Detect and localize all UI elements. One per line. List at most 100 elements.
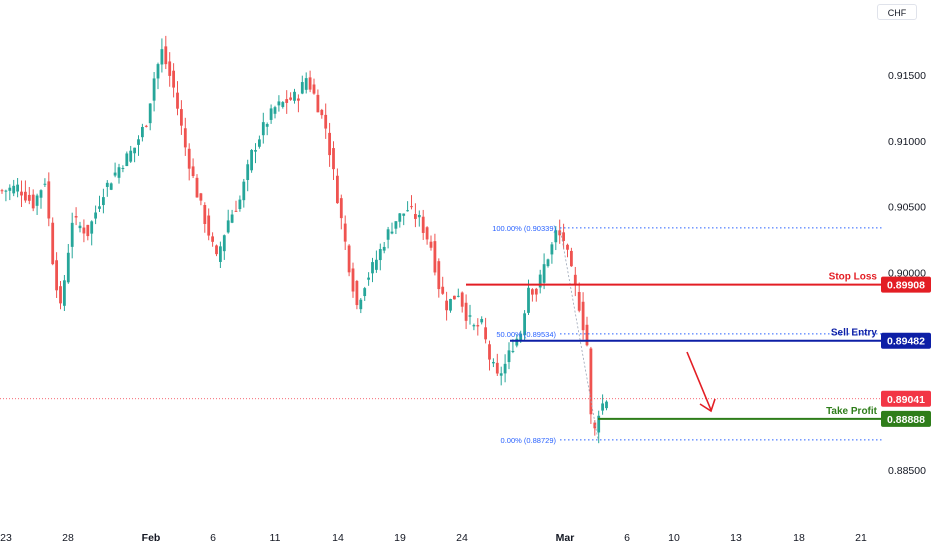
price-tick-label: 0.90000 <box>888 268 926 280</box>
candle-body <box>367 277 370 280</box>
time-tick-label: 21 <box>855 532 867 544</box>
candle-body <box>78 225 82 229</box>
candle-body <box>183 128 187 148</box>
candle-body <box>429 241 433 248</box>
candle-body <box>273 107 277 114</box>
candle-body <box>242 181 246 201</box>
candle-body <box>581 301 585 331</box>
time-tick-label: Mar <box>556 532 575 544</box>
candle-body <box>538 274 542 288</box>
candle-body <box>382 246 386 251</box>
candle-body <box>105 182 109 187</box>
candle-body <box>8 187 12 191</box>
candle-body <box>39 190 43 198</box>
candle-body <box>31 194 35 209</box>
candle-body <box>499 373 503 376</box>
candle-body <box>219 246 222 262</box>
candle-body <box>406 210 409 212</box>
sell-entry-label: Sell Entry <box>831 328 878 339</box>
candle-body <box>589 348 593 415</box>
time-tick-label: 28 <box>62 532 74 544</box>
current-price-tag <box>881 390 931 407</box>
candle-body <box>351 268 355 292</box>
stop-loss-tag <box>881 276 931 293</box>
candle-body <box>90 221 94 234</box>
candle-body <box>449 298 452 311</box>
time-tick-label: 23 <box>0 532 12 544</box>
candle-body <box>324 114 328 129</box>
candle-body <box>468 315 472 317</box>
price-tick-label: 0.88500 <box>888 465 926 477</box>
time-tick-label: 14 <box>332 532 344 544</box>
candle-body <box>152 78 156 101</box>
candle-body <box>230 214 234 223</box>
candle-body <box>550 244 554 255</box>
candle-body <box>82 227 86 234</box>
candle-body <box>117 167 121 178</box>
take-profit-label: Take Profit <box>826 406 878 417</box>
candle-body <box>336 175 339 204</box>
candle-body <box>328 132 331 156</box>
candle-body <box>180 109 183 126</box>
candle-body <box>94 212 97 219</box>
candle-body <box>332 148 335 170</box>
fib-level-label: 50.00% (0.89534) <box>496 330 556 339</box>
candle-body <box>355 280 359 306</box>
currency-badge[interactable]: CHF <box>877 4 917 20</box>
candle-body <box>476 325 480 327</box>
candle-body <box>24 191 27 201</box>
time-tick-label: 10 <box>668 532 680 544</box>
candle-body <box>601 403 604 411</box>
candle-body <box>546 259 550 267</box>
candle-body <box>109 183 113 190</box>
candle-body <box>527 287 530 313</box>
candle-body <box>238 199 242 209</box>
candle-body <box>207 215 211 236</box>
candle-body <box>386 229 390 240</box>
fib-level-label: 0.00% (0.88729) <box>501 436 557 445</box>
candle-body <box>347 245 351 273</box>
candle-body <box>480 319 484 323</box>
candle-body <box>320 109 324 116</box>
candle-body <box>0 190 4 192</box>
candle-body <box>531 289 534 295</box>
candle-body <box>43 183 47 185</box>
candle-body <box>254 150 257 152</box>
candle-body <box>222 235 226 252</box>
candle-body <box>343 223 347 242</box>
candle-body <box>523 313 526 336</box>
sell-entry-tag-text: 0.89482 <box>887 336 925 348</box>
candle-body <box>47 181 51 219</box>
candle-body <box>12 185 16 194</box>
candle-body <box>378 249 382 261</box>
candle-body <box>371 262 374 274</box>
candle-body <box>246 164 250 181</box>
candle-body <box>113 172 117 176</box>
price-axis[interactable]: 0.91500 0.91000 0.90500 0.90000 0.88500 0.899… <box>881 70 931 477</box>
time-axis[interactable]: 23 28 Feb 6 11 14 19 24 Mar 6 10 13 18 21 <box>0 532 867 544</box>
candle-body <box>148 103 152 124</box>
candle-body <box>605 401 608 409</box>
candle-body <box>27 194 31 201</box>
candle-body <box>265 124 269 127</box>
candle-body <box>35 195 39 206</box>
candle-body <box>289 97 292 100</box>
candle-body <box>168 61 172 76</box>
candle-body <box>98 206 101 209</box>
candle-body <box>464 302 468 321</box>
candle-body <box>277 101 281 106</box>
candle-body <box>558 230 562 236</box>
fib-level-label: 100.00% (0.90339) <box>492 224 556 233</box>
candle-body <box>226 220 230 233</box>
candle-body <box>133 147 136 154</box>
candle-body <box>573 274 577 286</box>
candlestick-series <box>0 35 608 444</box>
candle-body <box>285 99 289 103</box>
candle-body <box>390 231 394 234</box>
candle-body <box>417 214 421 218</box>
candle-body <box>515 338 519 346</box>
candle-body <box>191 166 195 177</box>
candle-body <box>102 197 105 206</box>
candle-body <box>425 227 429 240</box>
